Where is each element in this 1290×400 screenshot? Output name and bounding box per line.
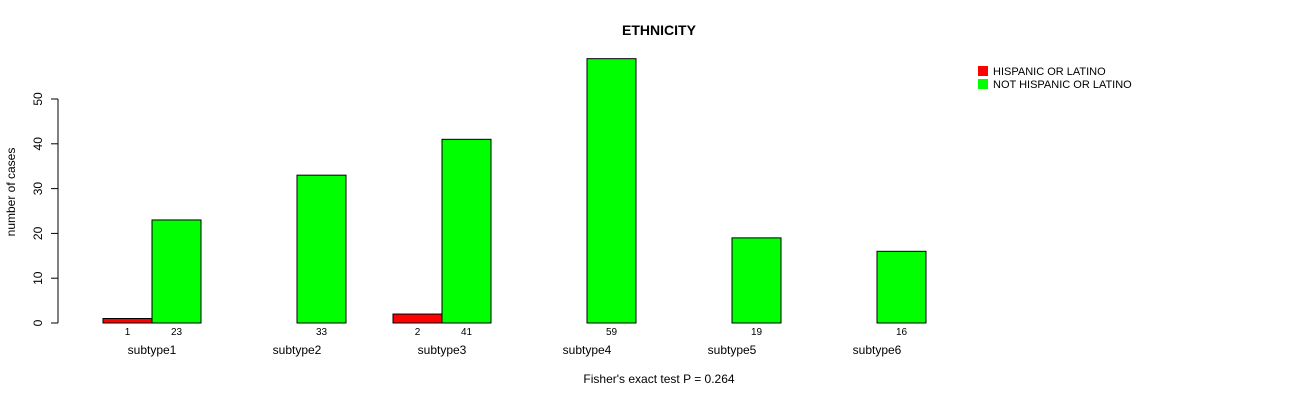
y-tick-label: 50 bbox=[31, 92, 45, 106]
x-category-label: subtype6 bbox=[853, 343, 902, 357]
bar-value-label: 19 bbox=[751, 327, 763, 338]
bar-subtype3-not-hispanic bbox=[441, 138, 492, 324]
bars bbox=[102, 58, 927, 324]
bar-labels: 1 23 33 2 41 59 19 16 bbox=[125, 327, 908, 338]
bar-value-label: 33 bbox=[316, 327, 328, 338]
bar-value-label: 41 bbox=[461, 327, 473, 338]
bar-value-label: 23 bbox=[171, 327, 183, 338]
fisher-test-footer: Fisher's exact test P = 0.264 bbox=[583, 372, 734, 386]
legend-swatch-not-hispanic bbox=[978, 79, 988, 89]
y-tick-label: 0 bbox=[31, 319, 45, 326]
bar-value-label: 59 bbox=[606, 327, 618, 338]
bar-subtype2-not-hispanic bbox=[296, 174, 347, 324]
bar-subtype3-hispanic bbox=[392, 313, 443, 324]
x-category-label: subtype1 bbox=[128, 343, 177, 357]
bar-value-label: 16 bbox=[896, 327, 908, 338]
y-tick-label: 10 bbox=[31, 271, 45, 285]
bar-value-label: 2 bbox=[415, 327, 421, 338]
legend-swatch-hispanic bbox=[978, 66, 988, 76]
chart-title: ETHNICITY bbox=[622, 22, 697, 38]
x-category-label: subtype4 bbox=[563, 343, 612, 357]
x-category-label: subtype5 bbox=[708, 343, 757, 357]
y-axis: 0 10 20 30 40 50 bbox=[31, 92, 59, 326]
y-tick-label: 40 bbox=[31, 137, 45, 151]
x-category-label: subtype3 bbox=[418, 343, 467, 357]
legend-label-hispanic: HISPANIC OR LATINO bbox=[993, 66, 1106, 78]
category-labels: subtype1 subtype2 subtype3 subtype4 subtype5… bbox=[128, 343, 902, 357]
y-tick-label: 20 bbox=[31, 226, 45, 240]
legend-label-not-hispanic: NOT HISPANIC OR LATINO bbox=[993, 79, 1132, 91]
bar-subtype1-hispanic bbox=[102, 318, 153, 324]
bar-value-label: 1 bbox=[125, 327, 131, 338]
x-category-label: subtype2 bbox=[273, 343, 322, 357]
bar-subtype1-not-hispanic bbox=[151, 219, 202, 324]
bar-subtype5-not-hispanic bbox=[731, 237, 782, 324]
y-axis-label: number of cases bbox=[4, 148, 18, 237]
y-tick-label: 30 bbox=[31, 182, 45, 196]
bar-subtype4-not-hispanic bbox=[586, 58, 637, 324]
bar-subtype6-not-hispanic bbox=[876, 250, 927, 324]
